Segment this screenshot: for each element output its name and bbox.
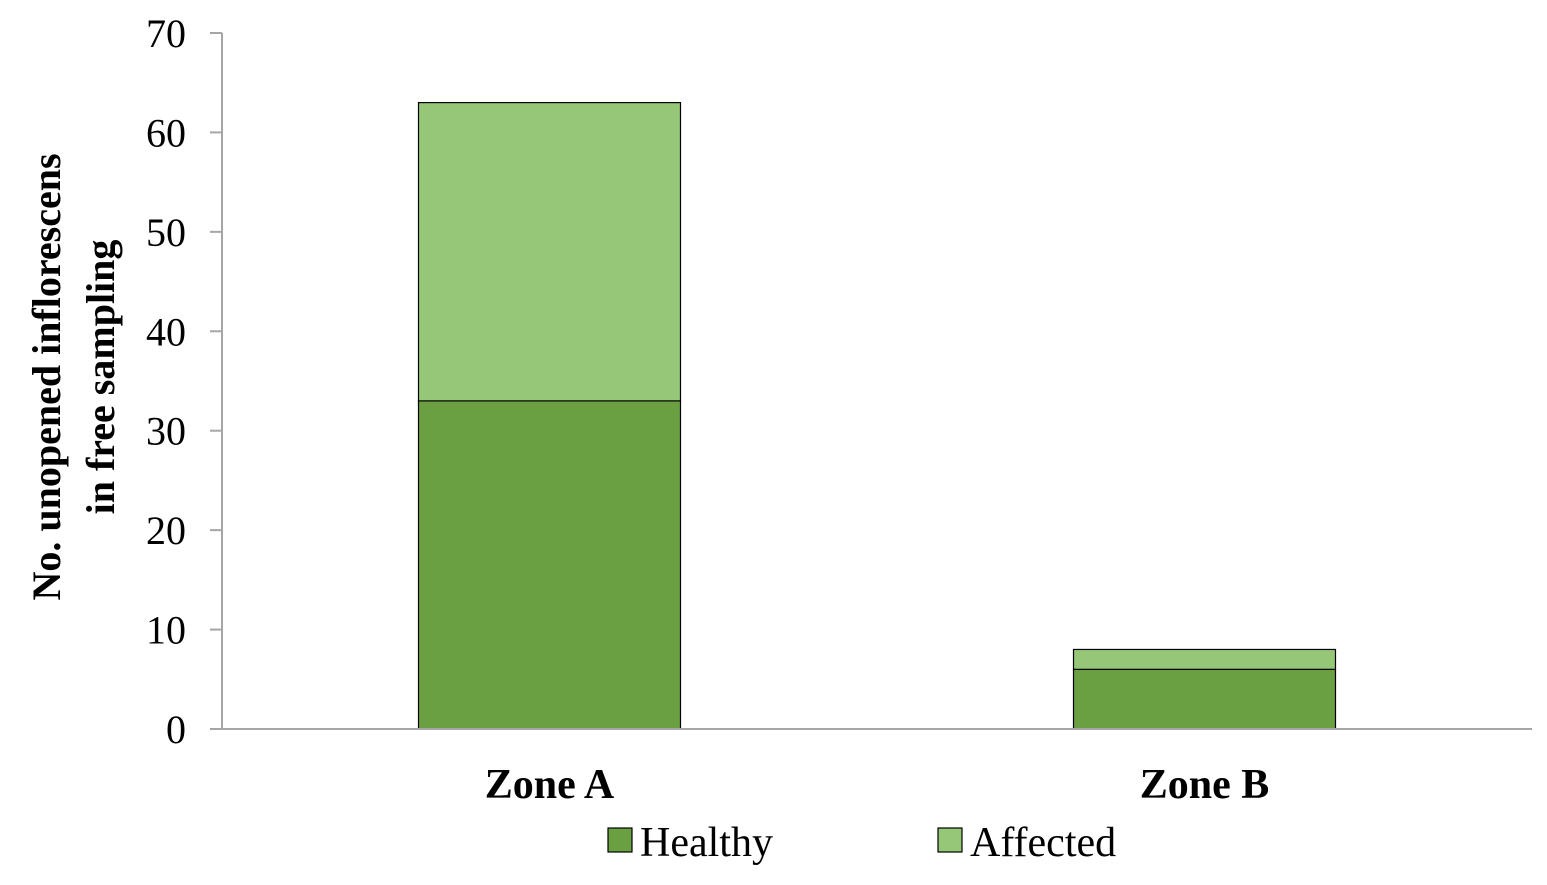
y-tick-label: 70: [146, 11, 186, 56]
legend-swatch-healthy: [607, 827, 633, 853]
axes: [210, 33, 1532, 730]
x-category-label: Zone A: [485, 762, 615, 808]
legend: Healthy Affected: [607, 820, 1116, 866]
x-category-label: Zone B: [1140, 762, 1270, 808]
bar-healthy-zone-a: [417, 400, 682, 730]
y-tick-label: 50: [146, 210, 186, 255]
y-axis-label-line-2: in free sampling: [78, 240, 123, 515]
y-axis-ticks: 0 10 20 30 40 50 60 70: [146, 11, 222, 752]
bar-affected-zone-a: [417, 101, 682, 402]
y-tick-label: 40: [146, 309, 186, 354]
bar-affected-zone-b: [1072, 648, 1337, 670]
x-axis-categories: Zone A Zone B: [485, 762, 1270, 808]
bars: [417, 101, 1337, 730]
y-axis-label: No. unopened inflorescens in free sampli…: [24, 153, 123, 600]
legend-label-affected: Affected: [970, 820, 1116, 866]
legend-label-healthy: Healthy: [640, 820, 773, 866]
y-tick-label: 10: [146, 608, 186, 653]
y-tick-label: 0: [166, 707, 186, 752]
y-tick-label: 20: [146, 508, 186, 553]
y-tick-label: 60: [146, 110, 186, 155]
y-axis-label-line-1: No. unopened inflorescens: [24, 153, 69, 600]
y-tick-label: 30: [146, 409, 186, 454]
bar-healthy-zone-b: [1072, 668, 1337, 730]
legend-swatch-affected: [937, 827, 963, 853]
